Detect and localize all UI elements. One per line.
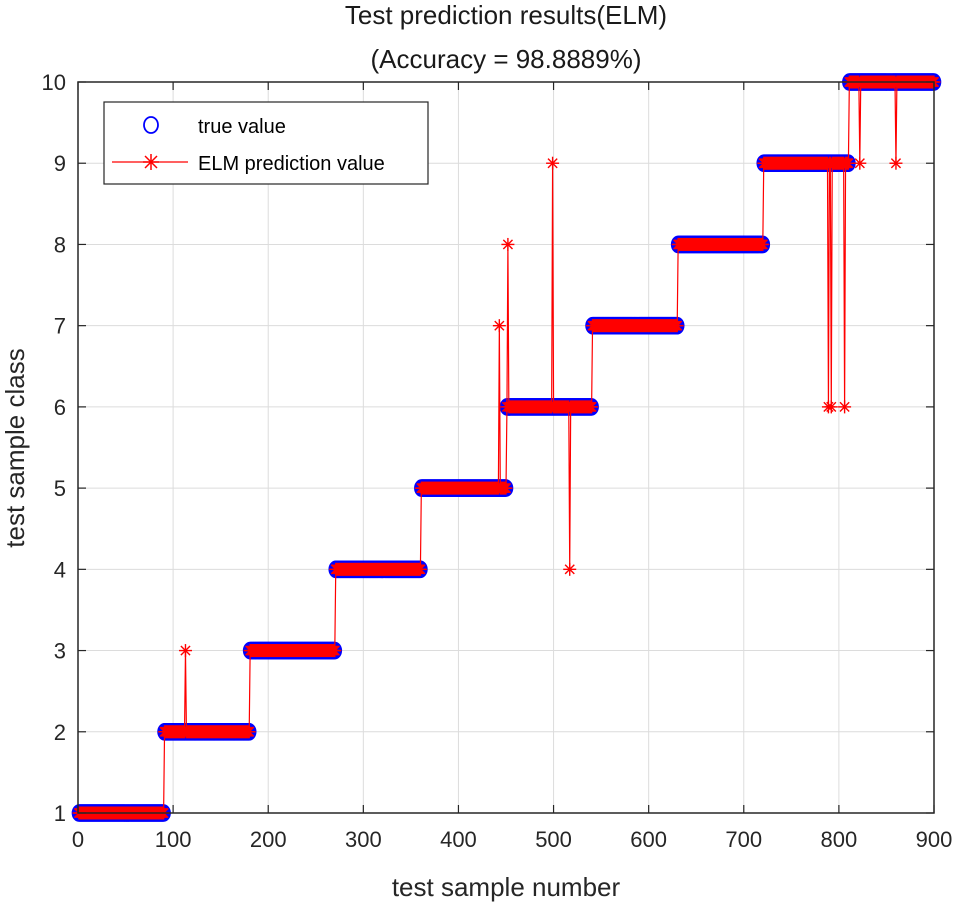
legend-entry-prediction-value: ELM prediction value <box>198 153 385 175</box>
y-tick-label: 1 <box>54 801 66 826</box>
prediction-point <box>499 481 513 495</box>
prediction-point <box>670 319 684 333</box>
y-tick-label: 3 <box>54 639 66 664</box>
misclassified-point <box>838 400 852 414</box>
misclassified-point <box>178 644 192 658</box>
misclassified-point <box>853 156 867 170</box>
y-tick-label: 8 <box>54 232 66 257</box>
legend: true value ELM prediction value <box>103 101 429 185</box>
misclassified-point <box>492 319 506 333</box>
x-tick-label: 800 <box>821 827 858 852</box>
y-tick-label: 7 <box>54 314 66 339</box>
x-axis-label: test sample number <box>392 872 621 902</box>
misclassified-point <box>546 156 560 170</box>
axis-ticks: 0 100 200 300 400 500 600 700 800 900 1 2 3 4 5 6 7 8 9 10 <box>42 70 953 852</box>
y-tick-label: 10 <box>42 70 66 95</box>
prediction-point <box>585 400 599 414</box>
legend-star-marker-icon <box>143 154 159 170</box>
x-tick-label: 400 <box>440 827 477 852</box>
prediction-point <box>328 644 342 658</box>
chart-subtitle: (Accuracy = 98.8889%) <box>371 44 642 74</box>
prediction-point <box>756 237 770 251</box>
y-tick-label: 4 <box>54 557 66 582</box>
x-tick-label: 0 <box>72 827 84 852</box>
y-tick-label: 6 <box>54 395 66 420</box>
prediction-point <box>841 156 855 170</box>
legend-circle-marker-icon <box>143 116 159 134</box>
x-tick-label: 900 <box>916 827 953 852</box>
series-layer <box>71 73 942 822</box>
misclassified-point <box>501 237 515 251</box>
x-tick-label: 200 <box>250 827 287 852</box>
legend-entry-true-value: true value <box>198 116 286 138</box>
y-tick-label: 2 <box>54 720 66 745</box>
y-tick-label: 9 <box>54 151 66 176</box>
y-axis-label: test sample class <box>0 348 30 547</box>
prediction-point <box>413 562 427 576</box>
x-tick-label: 600 <box>630 827 667 852</box>
x-tick-label: 300 <box>345 827 382 852</box>
legend-box <box>103 101 429 185</box>
chart-title: Test prediction results(ELM) <box>345 0 667 30</box>
plot-frame <box>77 81 935 814</box>
prediction-point <box>242 725 256 739</box>
misclassified-point <box>889 156 903 170</box>
x-tick-label: 500 <box>535 827 572 852</box>
misclassified-point <box>563 562 577 576</box>
y-tick-label: 5 <box>54 476 66 501</box>
x-tick-label: 700 <box>725 827 762 852</box>
x-tick-label: 100 <box>155 827 192 852</box>
misclassified-point <box>824 400 838 414</box>
